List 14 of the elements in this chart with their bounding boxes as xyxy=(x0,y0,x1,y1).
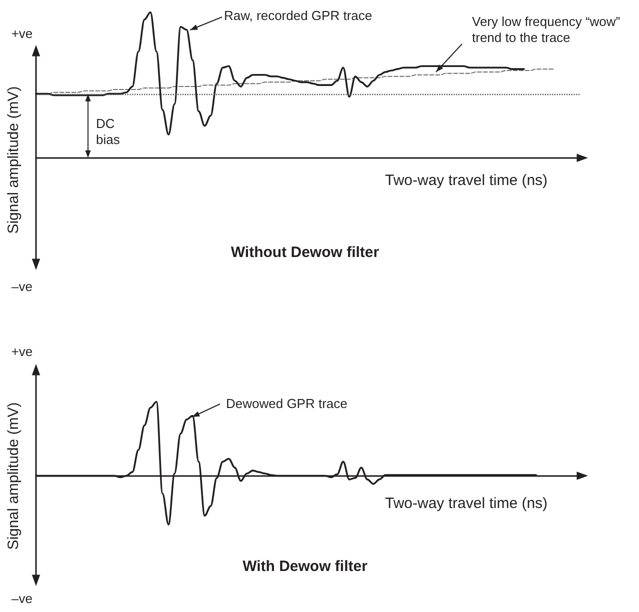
text: +ve xyxy=(11,26,33,42)
annotation: DC bias xyxy=(96,116,121,148)
text: Without Dewow filter xyxy=(230,244,380,262)
text: –ve xyxy=(12,279,32,295)
y-axis-title: Signal amplitude (mV) xyxy=(5,86,23,234)
annotation: Raw, recorded GPR trace xyxy=(224,8,372,24)
text: With Dewow filter xyxy=(242,558,368,576)
x-axis-title: Two-way travel time (ns) xyxy=(385,172,548,190)
x-axis-title: Two-way travel time (ns) xyxy=(385,495,548,513)
annotation: Dewowed GPR trace xyxy=(226,396,348,412)
annotation: Very low frequency “wow” trend to the trace xyxy=(472,14,622,46)
y-axis-title: Signal amplitude (mV) xyxy=(5,402,23,550)
text: –ve xyxy=(12,591,32,607)
text: +ve xyxy=(11,344,33,360)
